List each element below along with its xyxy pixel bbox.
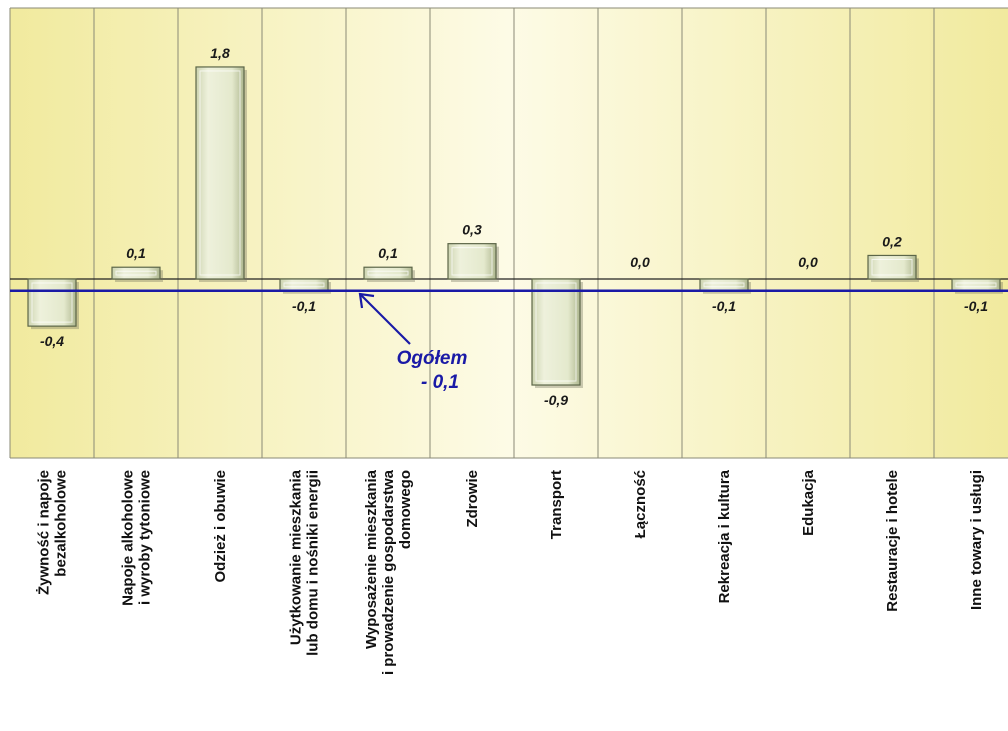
value-label: -0,4: [40, 333, 64, 349]
category-label: Wyposażenie mieszkania i prowadzenie gosp…: [363, 469, 414, 675]
category-label: Edukacja: [800, 469, 817, 536]
category-label: Użytkowanie mieszkania lub domu i nośniki…: [288, 469, 322, 656]
category-label-line: Inne towary i usługi: [968, 470, 985, 610]
category-label-line: Odzież i obuwie: [212, 470, 229, 583]
value-label: 0,0: [630, 254, 650, 270]
value-labels: -0,4 0,1 1,8 -0,1 0,1 0,3 -0,9 0,0 -0,1 0,0 0,2 -0,…: [40, 45, 988, 408]
plot-area: [10, 8, 1008, 458]
bar: [531, 278, 583, 389]
category-label-line: Wyposażenie mieszkania: [363, 469, 380, 649]
bar: [111, 266, 163, 282]
category-label: Napoje alkoholowe i wyroby tytoniowe: [120, 470, 154, 606]
category-label-line: Transport: [548, 470, 565, 539]
category-labels: Żywność i napoje bezalkoholowe Napoje alko…: [36, 469, 986, 675]
category-label-line: Rekreacja i kultura: [716, 469, 733, 603]
category-label: Transport: [548, 470, 565, 539]
category-label: Żywność i napoje bezalkoholowe: [36, 470, 70, 595]
reference-label: Ogółem: [397, 348, 468, 369]
value-label: -0,1: [712, 298, 736, 314]
category-label: Restauracje i hotele: [884, 470, 901, 612]
reference-line-group: Ogółem - 0,1: [10, 289, 1008, 393]
category-label-line: Restauracje i hotele: [884, 470, 901, 612]
value-label: 0,0: [798, 254, 818, 270]
category-label: Inne towary i usługi: [968, 470, 985, 610]
bar: [447, 243, 499, 282]
category-label-line: Użytkowanie mieszkania: [288, 469, 305, 645]
reference-value: - 0,1: [421, 372, 459, 393]
value-label: -0,1: [964, 298, 988, 314]
value-label: -0,9: [544, 392, 568, 408]
category-label-line: Napoje alkoholowe: [120, 470, 137, 606]
category-label-line: Łączność: [632, 470, 649, 538]
bar: [27, 278, 79, 330]
category-label-line: bezalkoholowe: [53, 470, 70, 577]
category-label: Łączność: [632, 470, 649, 538]
category-label-line: Żywność i napoje: [36, 470, 53, 595]
value-label: 1,8: [210, 45, 230, 61]
category-label: Odzież i obuwie: [212, 470, 229, 583]
reference-arrow: [359, 293, 411, 345]
category-label: Rekreacja i kultura: [716, 469, 733, 603]
bars: [27, 66, 1003, 389]
value-label: 0,1: [378, 245, 398, 261]
grid-lines: [9, 7, 1008, 459]
category-label-line: lub domu i nośniki energii: [305, 470, 322, 656]
value-label: 0,1: [126, 245, 146, 261]
category-label-line: Edukacja: [800, 469, 817, 536]
category-label: Zdrowie: [464, 470, 481, 528]
reference-arrow-head: [358, 292, 375, 309]
value-label: -0,1: [292, 298, 316, 314]
value-label: 0,2: [882, 233, 902, 249]
bar: [195, 66, 247, 283]
category-label-line: i prowadzenie gospodarstwa: [380, 469, 397, 675]
value-label: 0,3: [462, 222, 482, 238]
category-label-line: Zdrowie: [464, 470, 481, 528]
category-label-line: domowego: [397, 470, 414, 549]
category-label-line: i wyroby tytoniowe: [137, 470, 154, 605]
bar: [867, 254, 919, 282]
bar: [363, 266, 415, 282]
